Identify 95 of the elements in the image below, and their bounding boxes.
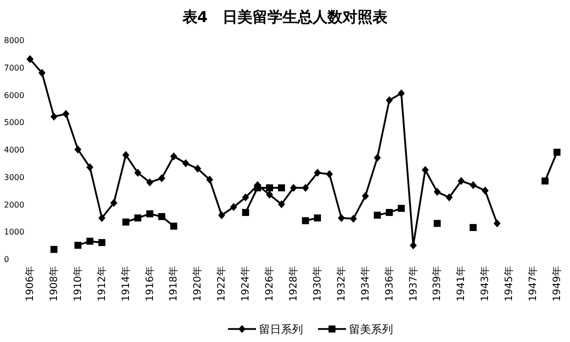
x-tick-label: 1930年 xyxy=(311,266,324,302)
y-tick-label: 2000 xyxy=(4,200,24,210)
point xyxy=(290,184,297,192)
point xyxy=(374,212,381,219)
point xyxy=(338,214,345,222)
point xyxy=(470,181,477,190)
y-tick-label: 0 xyxy=(4,255,10,264)
y-tick-label: 3000 xyxy=(4,172,24,182)
x-tick-label: 1943年 xyxy=(479,266,492,302)
point xyxy=(86,238,94,245)
point xyxy=(50,112,58,121)
x-tick-label: 1916年 xyxy=(144,266,156,302)
point xyxy=(62,110,70,118)
point xyxy=(422,166,429,174)
x-tick-label: 1945年 xyxy=(503,266,516,302)
point xyxy=(242,193,250,202)
point xyxy=(50,246,58,253)
x-tick-label: 1914年 xyxy=(120,266,132,302)
x-tick-label: 1906年 xyxy=(24,266,36,302)
point xyxy=(194,164,202,173)
point xyxy=(278,200,286,208)
point xyxy=(434,188,441,196)
x-tick-label: 1937年 xyxy=(407,266,420,302)
point xyxy=(158,213,166,220)
point xyxy=(482,186,489,195)
x-tick-label: 1934年 xyxy=(359,266,372,302)
point xyxy=(26,55,34,64)
point xyxy=(122,150,130,159)
point xyxy=(170,222,178,230)
point xyxy=(386,208,393,216)
y-tick-label: 4000 xyxy=(4,146,24,154)
point xyxy=(554,148,560,156)
point xyxy=(74,242,82,249)
point xyxy=(266,190,274,199)
point xyxy=(134,168,142,177)
y-tick-label: 5000 xyxy=(4,118,24,128)
point xyxy=(86,163,94,172)
x-tick-label: 1949年 xyxy=(551,266,563,302)
point xyxy=(542,177,549,184)
x-tick-label: 1922年 xyxy=(216,266,228,302)
chart-title: 表4 日美留学生总人数对照表 xyxy=(181,8,389,26)
point xyxy=(386,96,393,104)
point xyxy=(38,68,46,77)
x-tick-label: 1920年 xyxy=(192,266,204,302)
point xyxy=(374,154,381,162)
x-tick-label: 1939年 xyxy=(431,266,444,302)
y-tick-label: 8000 xyxy=(4,36,24,45)
point xyxy=(182,159,190,168)
point xyxy=(326,170,333,178)
x-tick-label: 1928年 xyxy=(288,266,300,302)
point xyxy=(458,176,465,185)
point xyxy=(242,208,250,216)
x-tick-label: 1947年 xyxy=(527,266,540,302)
y-tick-label: 6000 xyxy=(4,90,24,100)
x-tick-label: 1908年 xyxy=(48,266,60,302)
x-tick-label: 1910年 xyxy=(72,266,84,302)
point xyxy=(122,218,130,226)
y-tick-label: 1000 xyxy=(4,228,24,237)
point xyxy=(362,192,369,200)
point xyxy=(218,211,226,220)
point xyxy=(398,204,405,212)
x-tick-label: 1936年 xyxy=(383,266,396,302)
point xyxy=(302,217,309,224)
point xyxy=(410,241,417,250)
point xyxy=(314,168,321,177)
point xyxy=(314,214,321,222)
x-tick-label: 1912年 xyxy=(96,266,108,302)
x-tick-label: 1932年 xyxy=(335,266,348,302)
legend-label: 留美系列 xyxy=(349,323,393,336)
point xyxy=(434,220,441,227)
x-tick-label: 1924年 xyxy=(240,266,252,302)
x-tick-label: 1926年 xyxy=(264,266,276,302)
y-tick-label: 7000 xyxy=(4,63,24,72)
x-tick-label: 1941年 xyxy=(455,266,468,302)
point xyxy=(98,239,106,246)
point xyxy=(470,224,477,232)
point xyxy=(158,174,166,182)
point xyxy=(134,214,142,222)
point xyxy=(110,198,118,207)
point xyxy=(98,214,106,222)
point xyxy=(74,146,82,154)
point xyxy=(494,219,501,228)
point xyxy=(446,193,453,202)
point xyxy=(266,184,274,192)
point xyxy=(206,176,214,184)
point xyxy=(302,184,309,192)
point xyxy=(230,202,238,211)
x-tick-label: 1918年 xyxy=(168,266,180,302)
point xyxy=(350,214,357,223)
point xyxy=(398,89,405,98)
point xyxy=(278,184,286,192)
point xyxy=(170,152,178,160)
legend-label: 留日系列 xyxy=(259,323,303,336)
point xyxy=(146,210,154,218)
point xyxy=(146,178,154,186)
